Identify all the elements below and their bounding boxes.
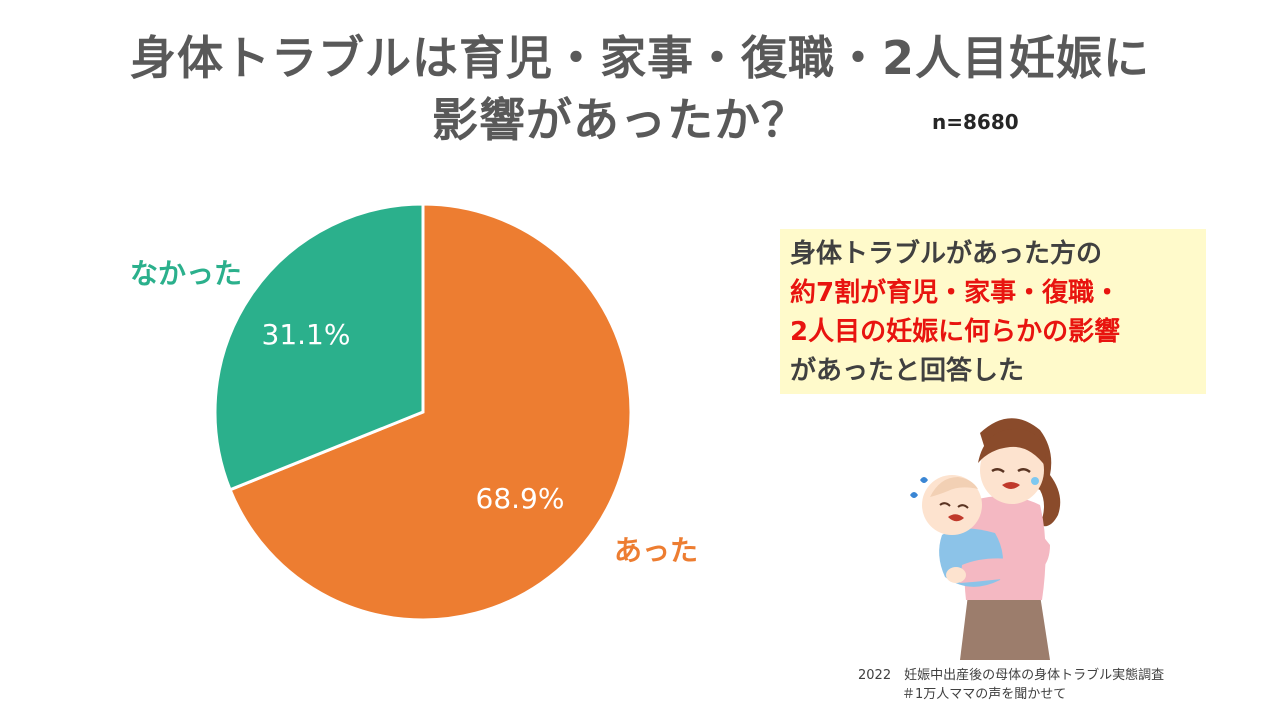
source-line-1: 2022 妊娠中出産後の母体の身体トラブル実態調査 [858,668,1165,683]
callout-line-4: があったと回答した [790,356,1025,386]
callout-box: 身体トラブルがあった方の 約7割が育児・家事・復職・ 2人目の妊娠に何らかの影響… [780,229,1206,394]
pie-category-label-atta: あった [614,534,698,567]
callout-line-2: 約7割が育児・家事・復職・ [790,278,1121,308]
pie-category-label-nakatta: なかった [130,257,242,290]
mother-holding-crying-baby-illustration [910,418,1061,660]
pie-slice-atta [228,202,633,622]
pie-value-label-atta: 68.9% [476,482,565,515]
pie-value-label-nakatta: 31.1% [262,318,351,351]
chart-title-line-2: 影響があったか？ [432,93,808,147]
callout-line-1: 身体トラブルがあった方の [790,239,1103,269]
callout-line-3: 2人目の妊娠に何らかの影響 [790,317,1121,347]
pie-slice-nakatta [213,202,425,492]
source-line-2: ＃1万人ママの声を聞かせて [902,687,1067,702]
chart-title-line-1: 身体トラブルは育児・家事・復職・2人目妊娠に [129,31,1150,85]
sample-size: n=8680 [932,110,1019,134]
source-note: 2022 妊娠中出産後の母体の身体トラブル実態調査 ＃1万人ママの声を聞かせて [858,666,1164,704]
